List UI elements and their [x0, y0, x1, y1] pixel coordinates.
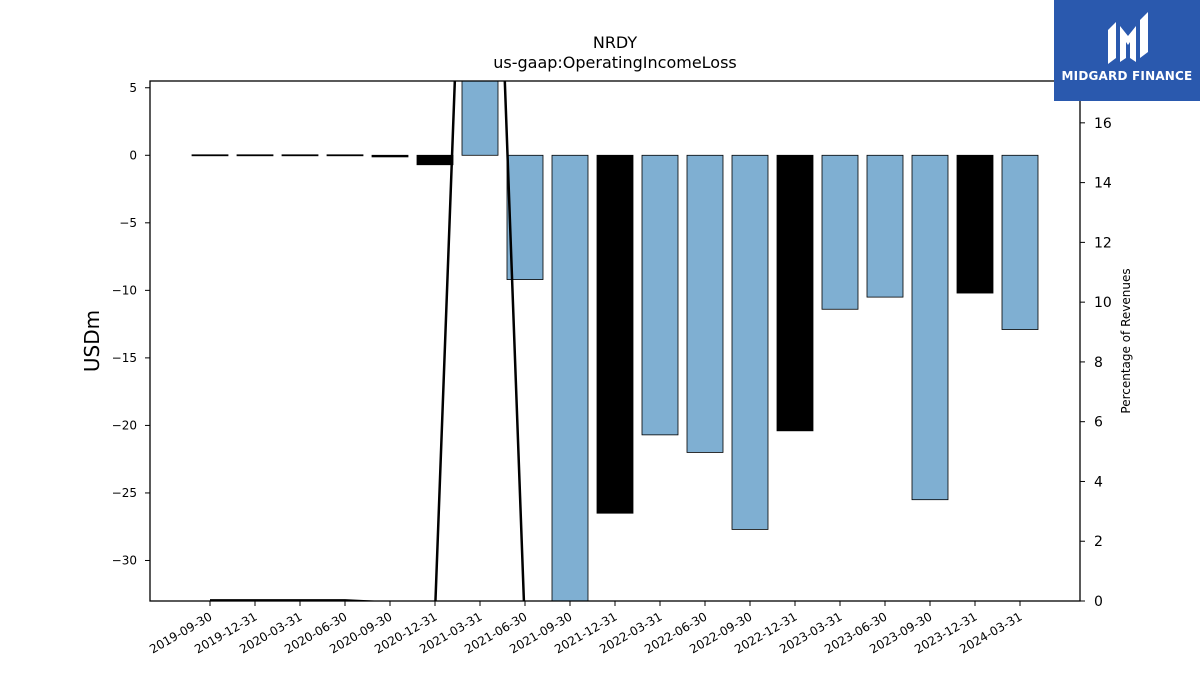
bar-2020-06-30 [326, 154, 364, 157]
y2-axis-label: Percentage of Revenues [1119, 268, 1133, 413]
y2-tick-label: 8 [1094, 355, 1103, 371]
chart-subtitle: us-gaap:OperatingIncomeLoss [493, 53, 737, 72]
bar-2023-06-30 [866, 154, 904, 298]
y2-tick-label: 14 [1094, 176, 1112, 192]
y2-tick-label: 10 [1094, 295, 1112, 311]
y-tick-label: 0 [129, 148, 137, 162]
brand-logo-text: MIDGARD FINANCE [1061, 69, 1193, 83]
bar-2021-12-31 [596, 154, 634, 514]
bar-2023-12-31 [956, 154, 994, 294]
bar-2019-09-30 [191, 154, 229, 157]
chart-title: NRDY [593, 33, 638, 52]
bar-2023-09-30 [911, 154, 949, 501]
bar-2021-03-31 [461, 81, 499, 156]
y-tick-label: −10 [112, 283, 137, 297]
bar-2022-03-31 [641, 154, 679, 436]
bar-2021-09-30 [551, 154, 589, 601]
bar-2022-06-30 [686, 154, 724, 453]
y2-tick-label: 2 [1094, 534, 1103, 550]
bar-2020-09-30 [371, 154, 409, 158]
ratio-line [210, 81, 526, 601]
y-tick-label: −5 [119, 216, 137, 230]
y2-axis-ticks: 0 2 4 6 8 10 12 14 16 [1080, 116, 1112, 610]
midgard-logo-icon [1108, 12, 1148, 64]
y-axis-label: USDm [80, 310, 104, 372]
bar-2024-03-31 [1001, 154, 1039, 330]
y-tick-label: −30 [112, 553, 137, 567]
bar-2023-03-31 [821, 154, 859, 310]
y-tick-label: −20 [112, 418, 137, 432]
y2-tick-label: 6 [1094, 415, 1103, 431]
bar-2020-03-31 [281, 154, 319, 157]
bar-2021-06-30 [506, 154, 544, 280]
y2-tick-label: 0 [1094, 594, 1103, 610]
bar-2022-12-31 [776, 154, 814, 432]
bar-2020-12-31 [416, 154, 454, 166]
bars-group [191, 81, 1039, 601]
y2-tick-label: 16 [1094, 116, 1112, 132]
bar-2019-12-31 [236, 154, 274, 157]
y-tick-label: −25 [112, 486, 137, 500]
y2-tick-label: 12 [1094, 235, 1112, 251]
x-axis-ticks: 2019-09-302019-12-312020-03-312020-06-30… [147, 601, 1025, 656]
y2-tick-label: 4 [1094, 474, 1103, 490]
bar-2022-09-30 [731, 154, 769, 530]
y-tick-label: −15 [112, 351, 137, 365]
brand-logo: MIDGARD FINANCE [1054, 0, 1200, 101]
y-tick-label: 5 [129, 81, 137, 95]
y-axis-ticks: 5 0 −5 −10 −15 −20 −25 −30 [112, 81, 150, 567]
ratio-line-group [210, 81, 526, 601]
